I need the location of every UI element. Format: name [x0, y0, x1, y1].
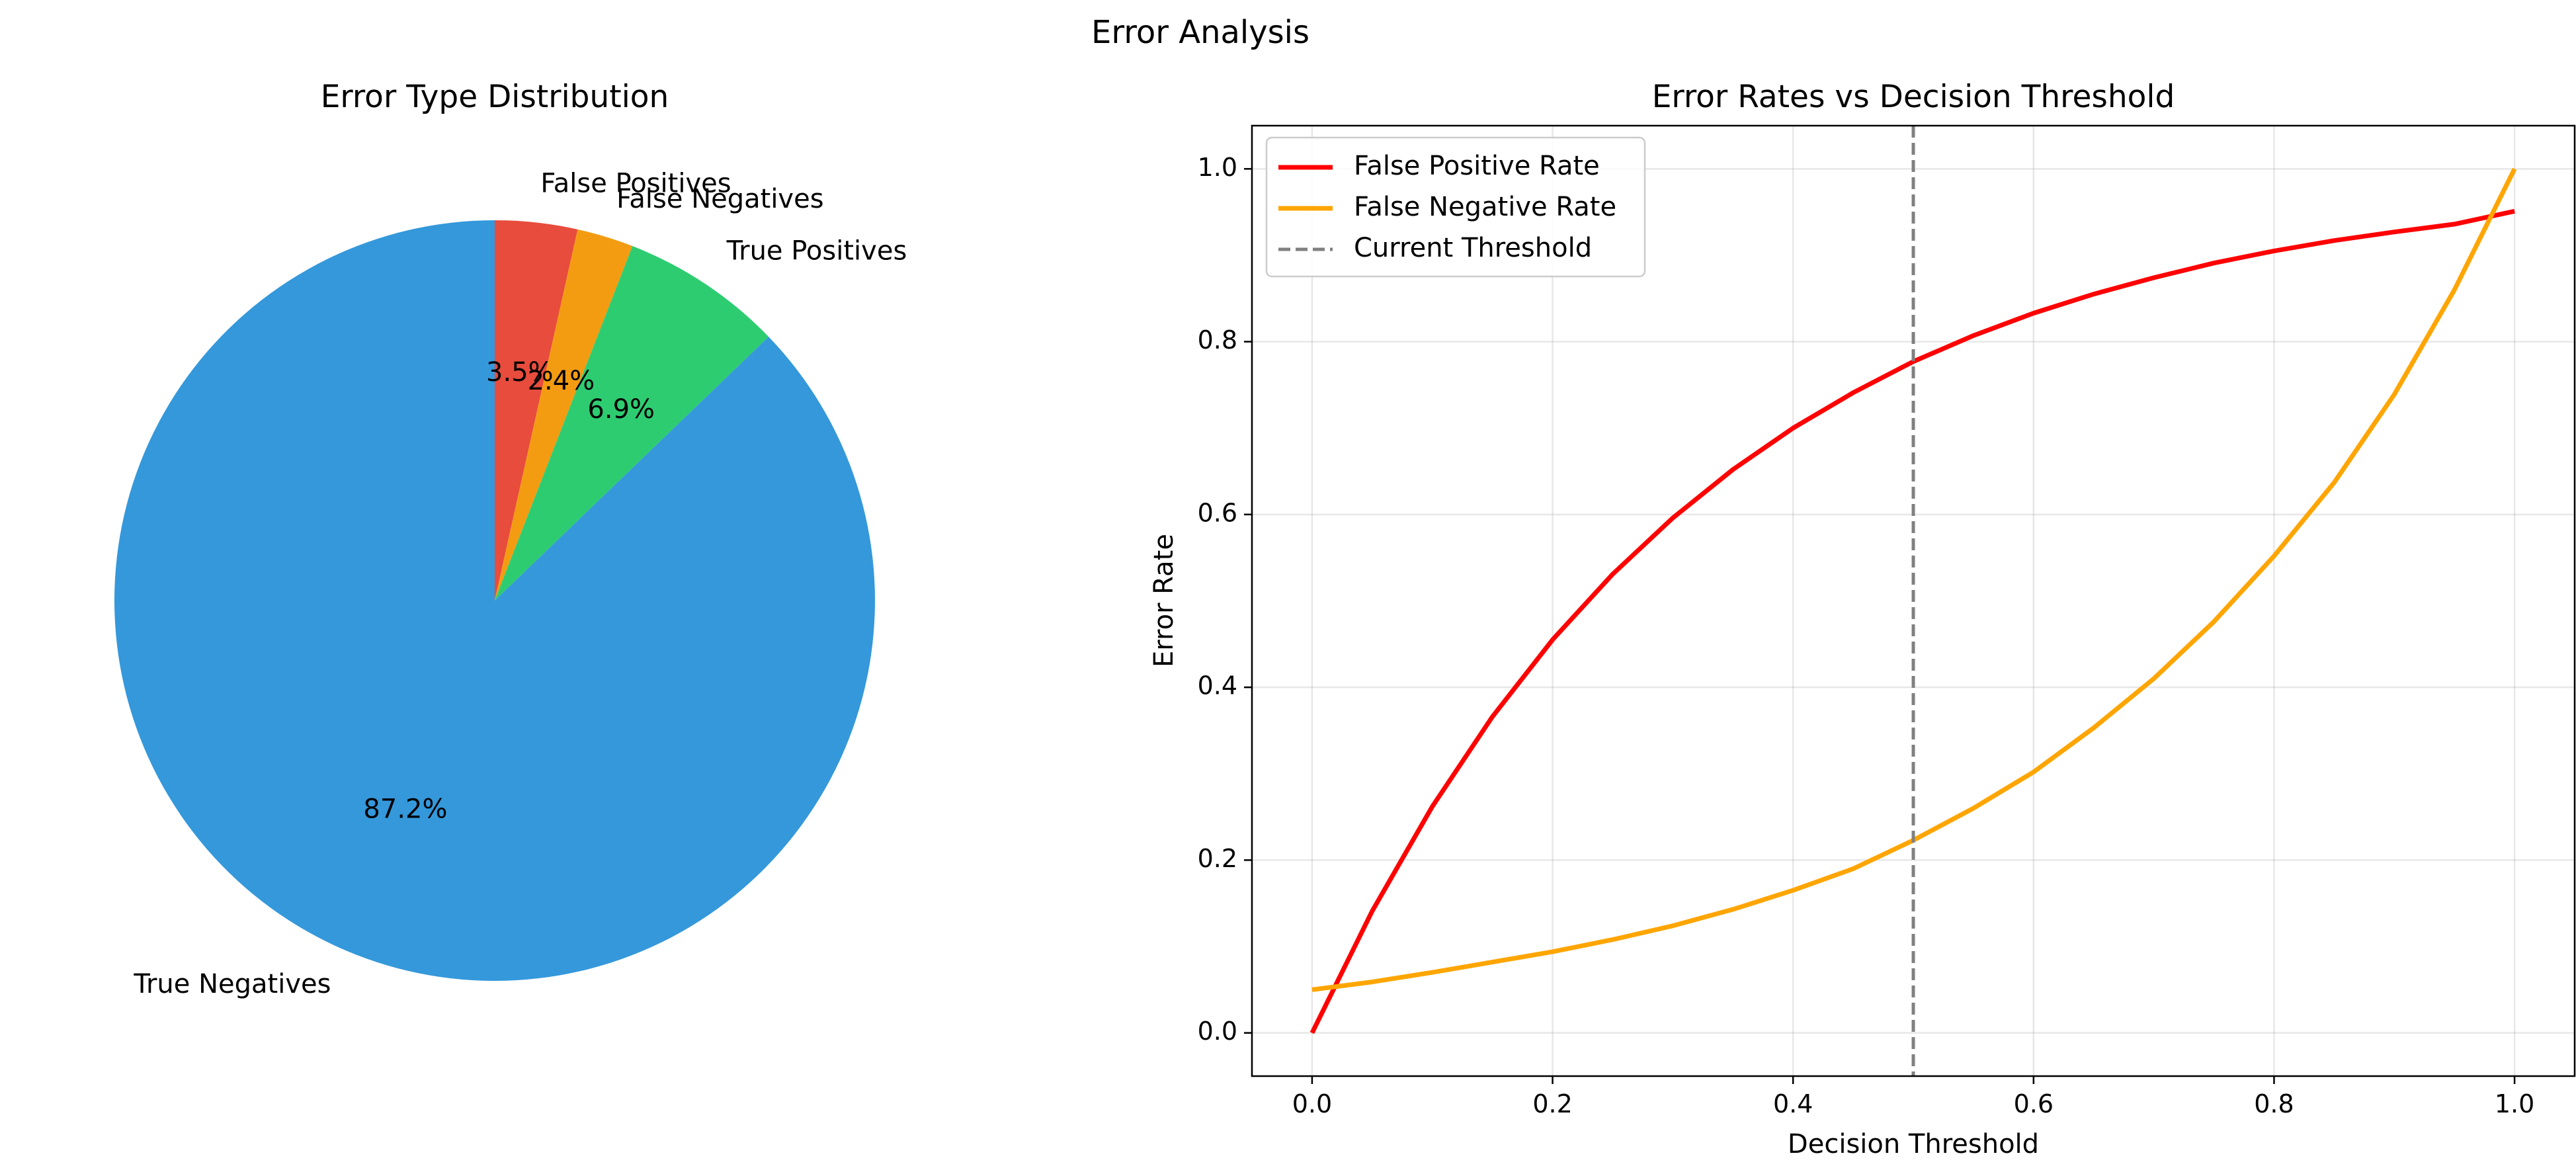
- y-tick-label: 0.6: [1198, 498, 1237, 527]
- legend-label: False Positive Rate: [1354, 151, 1600, 181]
- pie-wedge-true-negatives: [114, 220, 876, 981]
- pie-label-true-positives: True Positives: [726, 236, 907, 267]
- plot-frame: [1251, 124, 2576, 1077]
- y-tick-label: 0.0: [1198, 1017, 1237, 1046]
- pie-pct-true-positives: 6.9%: [587, 394, 655, 425]
- legend: False Positive Rate False Negative Rate Cu…: [1265, 136, 1646, 278]
- pie-wedge-false-positives: [495, 220, 578, 601]
- line-chart: Error Rates vs Decision Threshold 0.0 0.2…: [1149, 79, 2576, 1159]
- line-ticks: 0.0 0.2 0.4 0.6 0.8 1.0 0.0 0.2 0.4 0.6 0.8 1.0: [1198, 153, 2535, 1118]
- pie-wedge-true-positives: [495, 246, 769, 601]
- line-title: Error Rates vs Decision Threshold: [1652, 79, 2175, 115]
- pie-label-true-negatives: True Negatives: [133, 969, 331, 999]
- pie-pct-false-negatives: 2.4%: [528, 366, 595, 396]
- legend-label: Current Threshold: [1354, 233, 1592, 263]
- x-tick-label: 0.0: [1292, 1089, 1332, 1118]
- pie-pct-true-negatives: 87.2%: [363, 794, 447, 824]
- pie-pct-false-positives: 3.5%: [486, 357, 554, 388]
- pie-title: Error Type Distribution: [321, 79, 669, 115]
- y-tick-label: 0.8: [1198, 325, 1237, 355]
- series-false-positive-rate: [1309, 208, 2515, 1034]
- pie-label-false-positives: False Positives: [540, 168, 731, 198]
- legend-label: False Negative Rate: [1354, 192, 1616, 222]
- pie-wedge-false-negatives: [495, 229, 633, 601]
- x-axis-label: Decision Threshold: [1788, 1129, 2039, 1159]
- pie-wedges: [114, 220, 876, 981]
- y-axis-label: Error Rate: [1149, 534, 1179, 667]
- pie-label-false-negatives: False Negatives: [616, 184, 823, 214]
- x-tick-label: 0.2: [1532, 1089, 1572, 1118]
- legend-box: [1265, 136, 1646, 278]
- line-series: [1309, 126, 2517, 1076]
- y-tick-label: 1.0: [1198, 153, 1237, 182]
- y-tick-label: 0.2: [1198, 844, 1237, 873]
- y-tick-label: 0.4: [1198, 671, 1237, 700]
- x-tick-label: 1.0: [2495, 1089, 2534, 1118]
- pie-labels: False Positives 3.5% False Negatives 2.4% Tr…: [133, 168, 907, 999]
- pie-chart: Error Type Distribution False Positives 3…: [114, 79, 907, 999]
- x-tick-label: 0.4: [1773, 1089, 1813, 1118]
- x-tick-label: 0.8: [2254, 1089, 2294, 1118]
- x-tick-label: 0.6: [2014, 1089, 2054, 1118]
- figure-suptitle: Error Analysis: [1091, 14, 1309, 51]
